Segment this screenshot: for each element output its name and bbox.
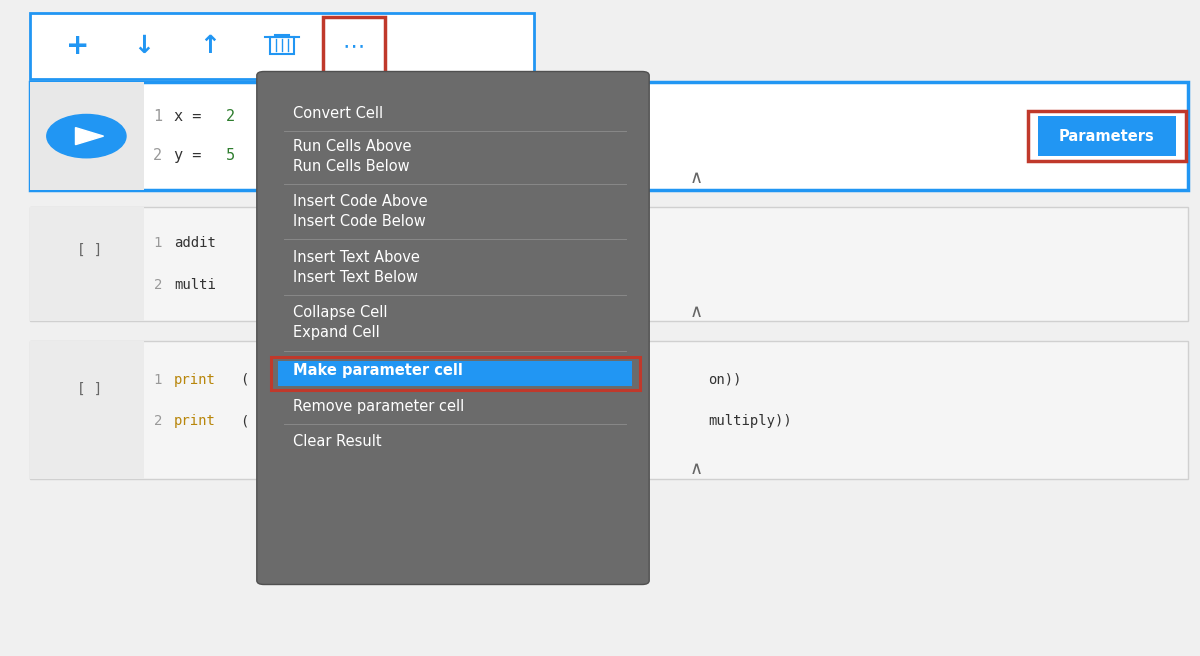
Text: 1: 1	[154, 236, 162, 251]
Text: Parameters: Parameters	[1060, 129, 1154, 144]
Text: print: print	[174, 373, 216, 386]
Text: y =: y =	[174, 148, 210, 163]
Text: [ ]: [ ]	[78, 382, 102, 396]
Circle shape	[47, 114, 126, 158]
Text: Run Cells Above: Run Cells Above	[293, 138, 412, 154]
Text: ↓: ↓	[133, 34, 155, 58]
Text: (: (	[240, 414, 248, 428]
Text: 5: 5	[226, 148, 235, 163]
Text: Insert Code Above: Insert Code Above	[293, 194, 427, 209]
Text: 1: 1	[152, 109, 162, 124]
Text: 2: 2	[154, 277, 162, 292]
Text: ↑: ↑	[199, 34, 221, 58]
Text: Insert Code Below: Insert Code Below	[293, 215, 426, 230]
FancyBboxPatch shape	[257, 72, 649, 584]
Text: [ ]: [ ]	[78, 243, 102, 257]
Text: Collapse Cell: Collapse Cell	[293, 305, 388, 320]
Text: Run Cells Below: Run Cells Below	[293, 159, 409, 174]
Bar	[30, 82, 1188, 190]
Text: Insert Text Below: Insert Text Below	[293, 270, 418, 285]
Text: Insert Text Above: Insert Text Above	[293, 250, 420, 264]
Text: ⋯: ⋯	[343, 36, 365, 56]
Text: multiply)): multiply))	[708, 414, 792, 428]
Text: ∧: ∧	[690, 302, 702, 321]
Text: Make parameter cell: Make parameter cell	[293, 363, 463, 379]
Text: print: print	[174, 414, 216, 428]
Text: 2: 2	[154, 414, 162, 428]
Bar	[278, 361, 632, 386]
Bar	[30, 341, 1188, 479]
Bar	[30, 341, 144, 479]
Polygon shape	[76, 127, 103, 145]
Text: Expand Cell: Expand Cell	[293, 325, 379, 340]
Text: 2: 2	[152, 148, 162, 163]
Text: addit: addit	[174, 236, 216, 251]
Text: 2: 2	[226, 109, 235, 124]
Text: multi: multi	[174, 277, 216, 292]
Text: ∧: ∧	[690, 169, 702, 188]
Bar	[271, 357, 640, 390]
Bar	[30, 13, 534, 79]
Text: on)): on))	[708, 373, 742, 386]
Bar	[270, 37, 294, 54]
Bar	[323, 17, 385, 75]
Text: 1: 1	[154, 373, 162, 386]
Bar	[30, 207, 144, 321]
Text: (: (	[240, 373, 248, 386]
Bar	[1038, 116, 1176, 156]
Text: Remove parameter cell: Remove parameter cell	[293, 399, 464, 414]
Bar	[30, 82, 144, 190]
Text: +: +	[66, 32, 90, 60]
Text: x =: x =	[174, 109, 210, 124]
Bar	[30, 207, 1188, 321]
Bar	[1028, 112, 1186, 161]
Text: Convert Cell: Convert Cell	[293, 106, 383, 121]
Text: Clear Result: Clear Result	[293, 434, 382, 449]
Text: ∧: ∧	[690, 460, 702, 478]
